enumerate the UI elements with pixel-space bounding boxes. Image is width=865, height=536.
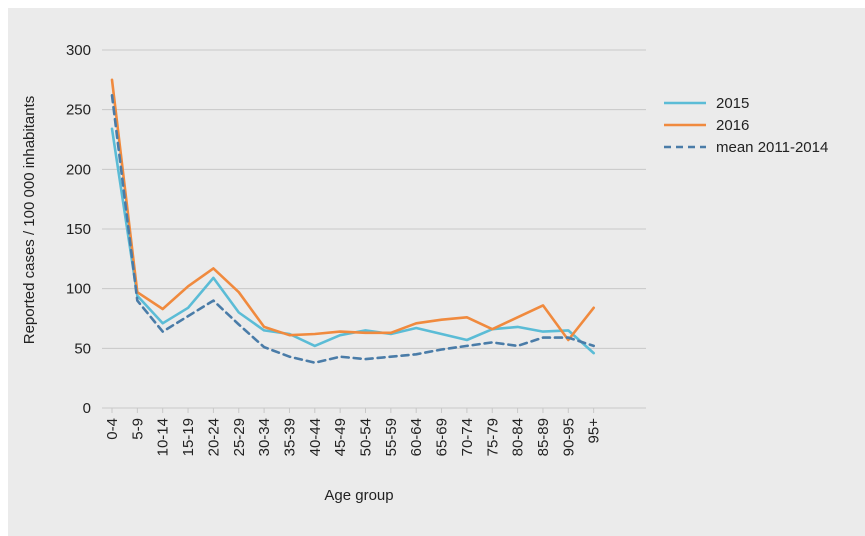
y-tick-label: 100 [66, 281, 91, 298]
y-tick-label: 150 [66, 221, 91, 238]
x-tick-label: 20-24 [205, 418, 222, 456]
x-tick-label: 95+ [586, 418, 603, 444]
x-tick-label: 85-89 [535, 418, 552, 456]
x-tick-label: 5-9 [129, 418, 146, 440]
y-tick-label: 200 [66, 161, 91, 178]
x-tick-label: 45-49 [332, 418, 349, 456]
x-tick-label: 55-59 [383, 418, 400, 456]
legend-label: 2016 [716, 117, 749, 134]
x-tick-label: 65-69 [434, 418, 451, 456]
chart-panel: 0 50 100 150 200 250 300 0-4 5-9 10-14 15-19 20-24 2… [8, 8, 865, 536]
x-tick-label: 75-79 [484, 418, 501, 456]
y-tick-label: 250 [66, 102, 91, 119]
y-tick-label: 300 [66, 42, 91, 59]
x-tick-label: 60-64 [408, 418, 425, 456]
y-tick-label: 50 [74, 340, 91, 357]
legend-label: 2015 [716, 95, 749, 112]
x-tick-label: 80-84 [510, 418, 527, 456]
x-tick-label: 15-19 [180, 418, 197, 456]
x-tick-label: 10-14 [155, 418, 172, 456]
x-tick-label: 0-4 [104, 418, 121, 440]
x-tick-label: 70-74 [459, 418, 476, 456]
legend-label: mean 2011-2014 [716, 139, 828, 156]
y-axis-title: Reported cases / 100 000 inhabitants [21, 96, 38, 345]
x-axis-title: Age group [324, 487, 393, 504]
x-tick-label: 35-39 [281, 418, 298, 456]
x-tick-label: 25-29 [231, 418, 248, 456]
series-line-2 [110, 78, 596, 342]
x-tick-label: 50-54 [358, 418, 375, 456]
legend: 2015 2016 mean 2011-2014 [664, 95, 828, 156]
series-line-3 [110, 94, 596, 365]
x-tick-label: 30-34 [256, 418, 273, 456]
axes: 0 50 100 150 200 250 300 0-4 5-9 10-14 15-19 20-24 2… [66, 42, 603, 456]
line-chart: 0 50 100 150 200 250 300 0-4 5-9 10-14 15-19 20-24 2… [21, 42, 828, 504]
y-tick-label: 0 [83, 400, 91, 417]
series-lines [110, 78, 596, 365]
gridlines [102, 49, 646, 409]
x-tick-label: 40-44 [307, 418, 324, 456]
x-tick-label: 90-95 [560, 418, 577, 456]
